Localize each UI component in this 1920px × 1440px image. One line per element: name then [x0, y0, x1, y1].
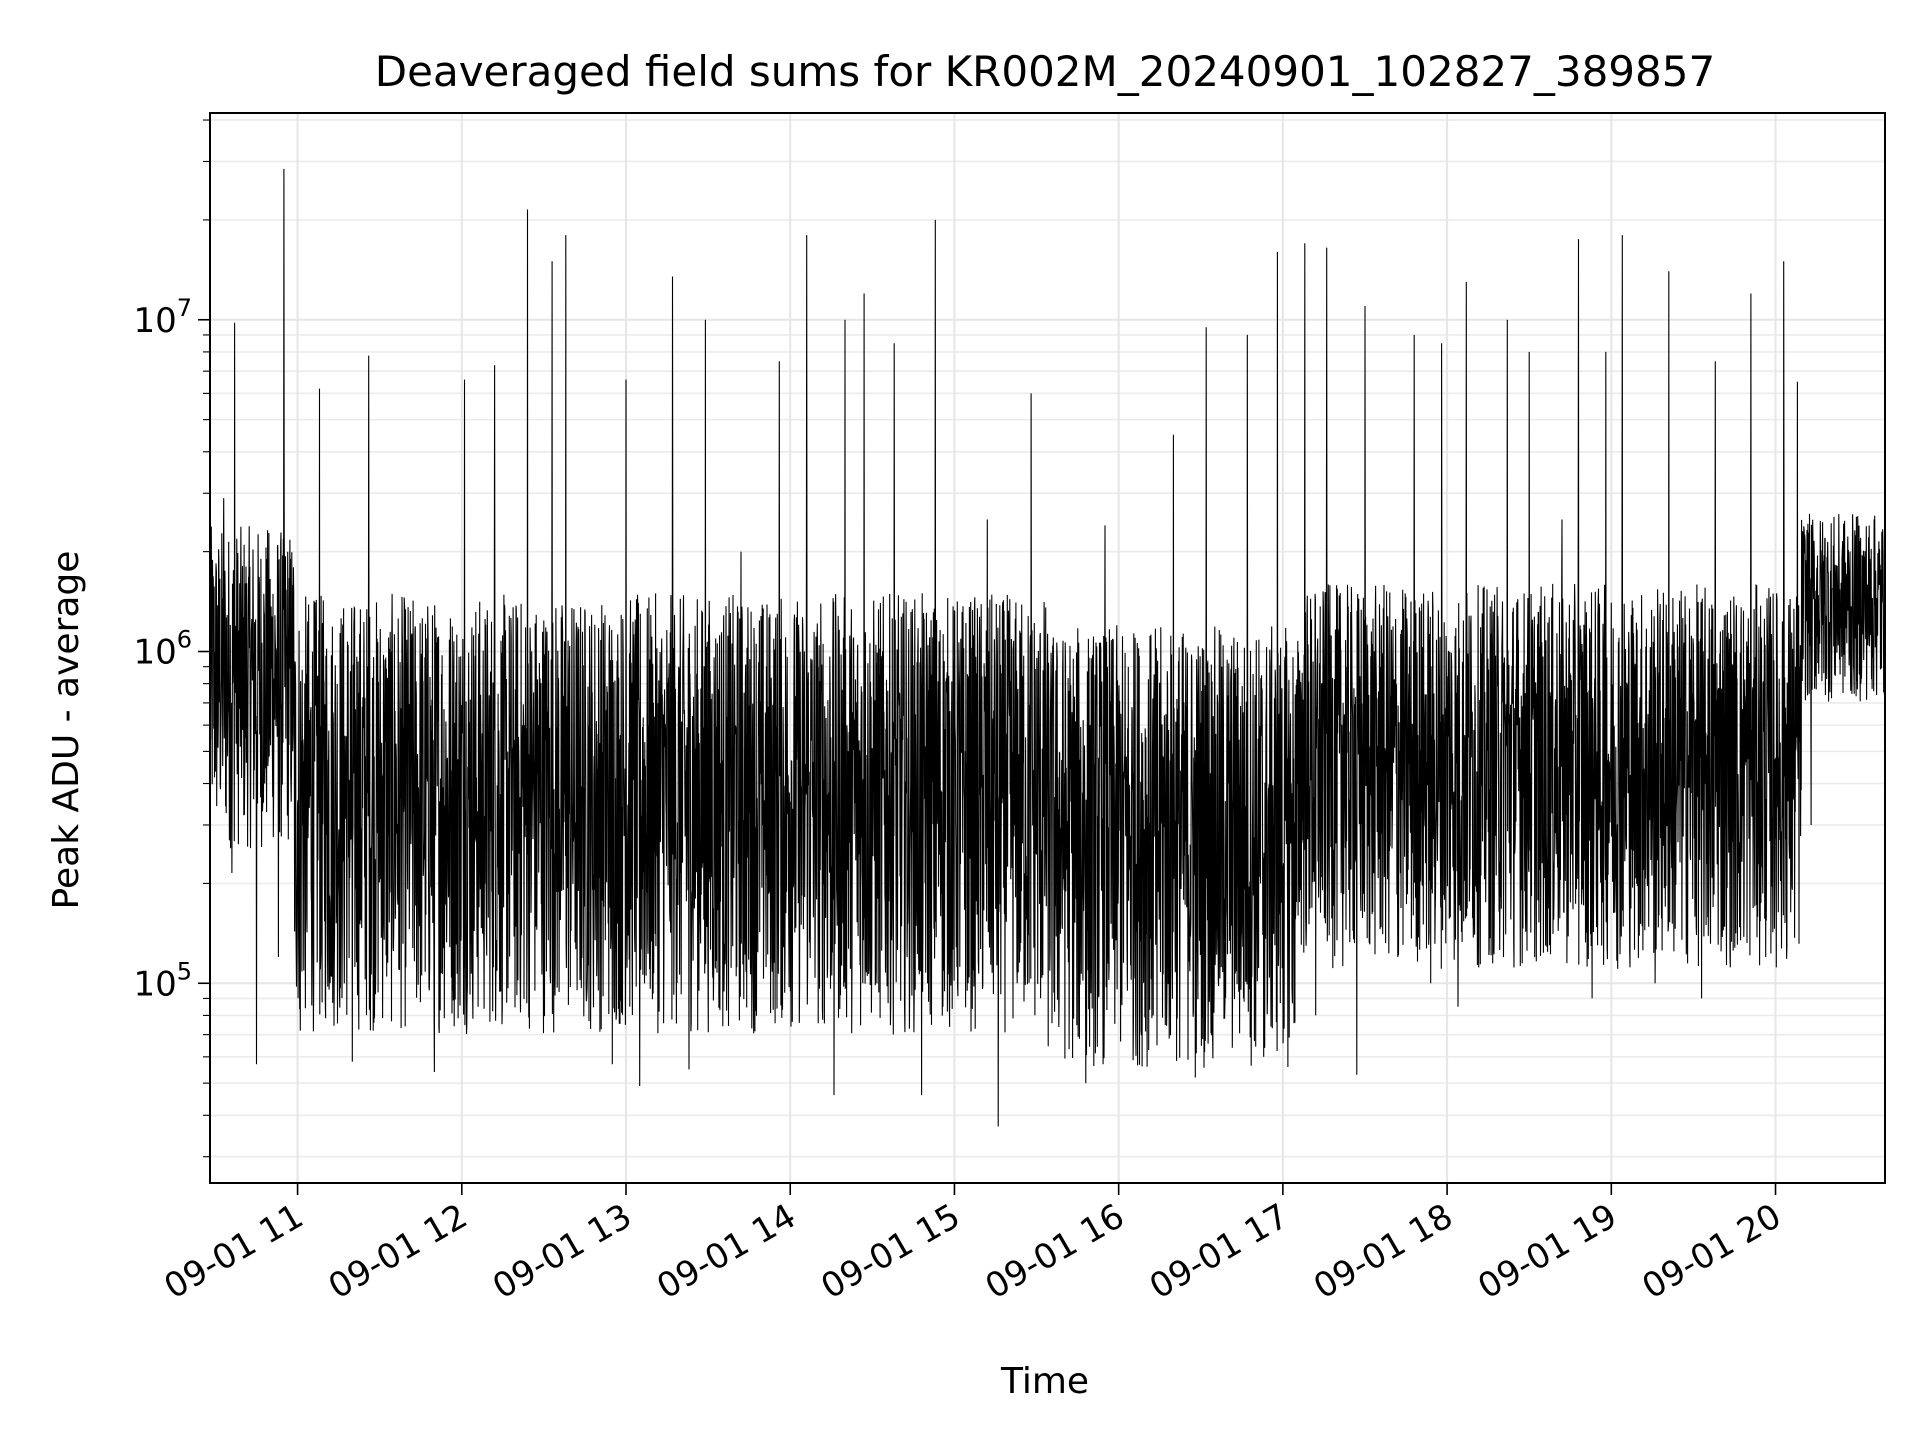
y-tick-label: 106	[133, 626, 192, 673]
plot-frame	[209, 112, 1886, 1184]
y-tick-exponent: 7	[177, 294, 192, 322]
series-line	[210, 168, 1885, 1127]
x-tick-label: 09-01 12	[322, 1196, 474, 1307]
y-axis-label: Peak ADU - average	[46, 551, 87, 910]
x-tick-label: 09-01 14	[650, 1196, 802, 1307]
x-tick-label: 09-01 17	[1143, 1196, 1295, 1307]
y-tick-label: 107	[133, 294, 192, 341]
y-tick-exponent: 6	[177, 626, 192, 654]
y-tick-exponent: 5	[177, 957, 192, 985]
x-tick-label: 09-01 18	[1307, 1196, 1459, 1307]
chart-title: Deaveraged field sums for KR002M_2024090…	[375, 47, 1715, 96]
x-tick-label: 09-01 11	[158, 1196, 310, 1307]
x-tick-label: 09-01 13	[486, 1196, 638, 1307]
x-axis-label: Time	[1000, 1361, 1089, 1402]
x-tick-label: 09-01 16	[979, 1196, 1131, 1307]
x-tick-label: 09-01 15	[815, 1196, 967, 1307]
y-tick-base: 10	[133, 964, 176, 1004]
y-tick-base: 10	[133, 633, 176, 673]
x-tick-label: 09-01 19	[1471, 1196, 1623, 1307]
x-tick-label: 09-01 20	[1636, 1196, 1788, 1307]
y-tick-base: 10	[133, 301, 176, 341]
plot-area	[210, 168, 1885, 1127]
x-axis-ticks: 09-01 11 09-01 12 09-01 13 09-01 14 09-01 15…	[158, 1183, 1788, 1307]
y-tick-label: 105	[133, 957, 192, 1004]
